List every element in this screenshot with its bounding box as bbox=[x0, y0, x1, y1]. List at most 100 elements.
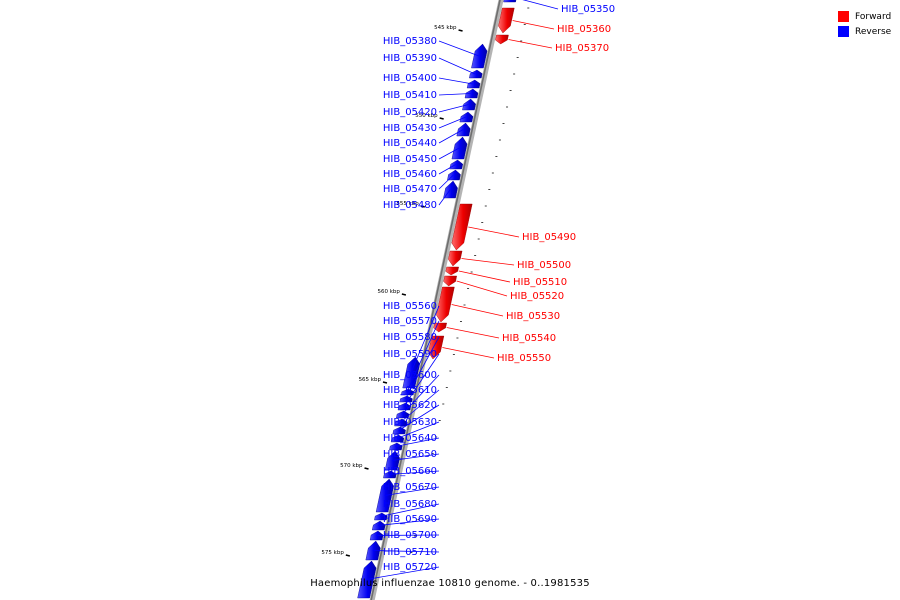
major-tick bbox=[382, 381, 388, 384]
gene-label[interactable]: HIB_05690 bbox=[383, 514, 437, 525]
reverse-gene-arrow[interactable] bbox=[456, 122, 471, 137]
reverse-gene-arrow[interactable] bbox=[471, 43, 488, 69]
forward-gene-arrow[interactable] bbox=[445, 266, 459, 276]
leader-line bbox=[438, 40, 480, 57]
reverse-gene-arrow[interactable] bbox=[399, 395, 413, 403]
leader-line bbox=[400, 389, 440, 423]
reverse-gene-arrow[interactable] bbox=[394, 418, 408, 427]
gene-label[interactable]: HIB_05540 bbox=[502, 333, 556, 344]
reverse-gene-arrow[interactable] bbox=[400, 388, 415, 396]
tick-label: 555 kbp bbox=[396, 201, 419, 207]
leader-line bbox=[396, 421, 440, 439]
gene-label[interactable]: HIB_05650 bbox=[383, 449, 437, 460]
gene-label[interactable]: HIB_05640 bbox=[383, 433, 437, 444]
gene-label[interactable]: HIB_05450 bbox=[383, 154, 437, 165]
major-tick bbox=[439, 117, 444, 120]
leader-line bbox=[401, 374, 440, 415]
leader-line bbox=[458, 270, 511, 283]
reverse-gene-arrow[interactable] bbox=[459, 111, 474, 123]
gene-label[interactable]: HIB_05380 bbox=[383, 36, 437, 47]
gene-label[interactable]: HIB_05440 bbox=[383, 138, 437, 149]
gene-label[interactable]: HIB_05610 bbox=[383, 385, 437, 396]
major-tick bbox=[364, 467, 369, 470]
forward-gene-arrow[interactable] bbox=[451, 203, 473, 251]
reverse-gene-arrow[interactable] bbox=[449, 159, 464, 170]
leader-line bbox=[508, 39, 553, 49]
leader-line bbox=[451, 304, 504, 317]
leader-line bbox=[438, 104, 469, 113]
leader-line bbox=[522, 0, 559, 10]
reverse-swatch bbox=[838, 26, 849, 37]
gene-label[interactable]: HIB_05360 bbox=[557, 24, 611, 35]
major-tick bbox=[420, 205, 425, 208]
leader-line bbox=[512, 20, 555, 30]
forward-gene-arrow[interactable] bbox=[443, 275, 457, 287]
leader-line bbox=[468, 226, 520, 238]
gene-label[interactable]: HIB_05710 bbox=[383, 547, 437, 558]
gene-label[interactable]: HIB_05470 bbox=[383, 184, 437, 195]
gene-label[interactable]: HIB_05620 bbox=[383, 400, 437, 411]
gene-label[interactable]: HIB_05590 bbox=[383, 349, 437, 360]
gene-label[interactable]: HIB_05350 bbox=[561, 4, 615, 15]
gene-label[interactable]: HIB_05570 bbox=[383, 316, 437, 327]
gene-label[interactable]: HIB_05600 bbox=[383, 370, 437, 381]
leader-line bbox=[378, 518, 440, 526]
leader-line bbox=[403, 353, 440, 407]
gene-label[interactable]: HIB_05720 bbox=[383, 562, 437, 573]
forward-gene-arrow[interactable] bbox=[498, 7, 515, 34]
gene-label[interactable]: HIB_05630 bbox=[383, 417, 437, 428]
gene-label[interactable]: HIB_05490 bbox=[522, 232, 576, 243]
reverse-gene-arrow[interactable] bbox=[396, 410, 410, 419]
gene-label[interactable]: HIB_05390 bbox=[383, 53, 437, 64]
reverse-gene-arrow[interactable] bbox=[503, 0, 517, 3]
gene-label[interactable]: HIB_05510 bbox=[513, 277, 567, 288]
gene-label[interactable]: HIB_05560 bbox=[383, 301, 437, 312]
tick-label: 565 kbp bbox=[359, 377, 382, 383]
backbone-line bbox=[370, 0, 501, 600]
major-tick bbox=[458, 29, 463, 32]
leader-line bbox=[438, 77, 474, 85]
gene-label[interactable]: HIB_05460 bbox=[383, 169, 437, 180]
gene-label[interactable]: HIB_05400 bbox=[383, 73, 437, 84]
gene-label[interactable]: HIB_05370 bbox=[555, 43, 609, 54]
leader-line bbox=[438, 57, 476, 75]
forward-gene-arrow[interactable] bbox=[428, 335, 445, 360]
gene-label[interactable]: HIB_05670 bbox=[383, 482, 437, 493]
major-tick bbox=[401, 293, 407, 296]
forward-gene-arrow[interactable] bbox=[448, 250, 463, 267]
leader-line bbox=[366, 566, 440, 580]
leader-line bbox=[398, 404, 440, 431]
legend-forward-label: Forward bbox=[855, 11, 892, 22]
gene-label[interactable]: HIB_05700 bbox=[383, 530, 437, 541]
reverse-gene-arrow[interactable] bbox=[464, 88, 479, 99]
reverse-gene-arrow[interactable] bbox=[462, 98, 476, 111]
gene-label[interactable]: HIB_05410 bbox=[383, 90, 437, 101]
gene-label[interactable]: HIB_05480 bbox=[383, 200, 437, 211]
gene-label[interactable]: HIB_05420 bbox=[383, 107, 437, 118]
tick-label: 550 kbp bbox=[415, 113, 438, 119]
leader-line bbox=[438, 116, 467, 129]
tick-label: 570 kbp bbox=[340, 463, 363, 469]
forward-gene-arrow[interactable] bbox=[495, 34, 509, 45]
leader-line bbox=[438, 93, 471, 96]
gene-label[interactable]: HIB_05680 bbox=[383, 499, 437, 510]
gene-label[interactable]: HIB_05520 bbox=[510, 291, 564, 302]
leader-line bbox=[392, 453, 440, 461]
tick-label: 575 kbp bbox=[321, 550, 344, 556]
gene-label[interactable]: HIB_05550 bbox=[497, 353, 551, 364]
gene-label[interactable]: HIB_05430 bbox=[383, 123, 437, 134]
reverse-gene-arrow[interactable] bbox=[451, 136, 468, 160]
tick-label: 545 kbp bbox=[434, 25, 457, 31]
leader-line bbox=[376, 534, 440, 536]
strand-legend: Forward Reverse bbox=[838, 9, 891, 39]
gene-label[interactable]: HIB_05530 bbox=[506, 311, 560, 322]
reverse-gene-arrow[interactable] bbox=[466, 79, 481, 89]
leader-line bbox=[404, 336, 440, 400]
gene-label[interactable]: HIB_05580 bbox=[383, 332, 437, 343]
leader-line bbox=[438, 164, 456, 175]
gene-label[interactable]: HIB_05500 bbox=[517, 260, 571, 271]
leader-line bbox=[442, 347, 495, 359]
gene-label[interactable]: HIB_05660 bbox=[383, 466, 437, 477]
reverse-gene-arrow[interactable] bbox=[469, 69, 483, 79]
